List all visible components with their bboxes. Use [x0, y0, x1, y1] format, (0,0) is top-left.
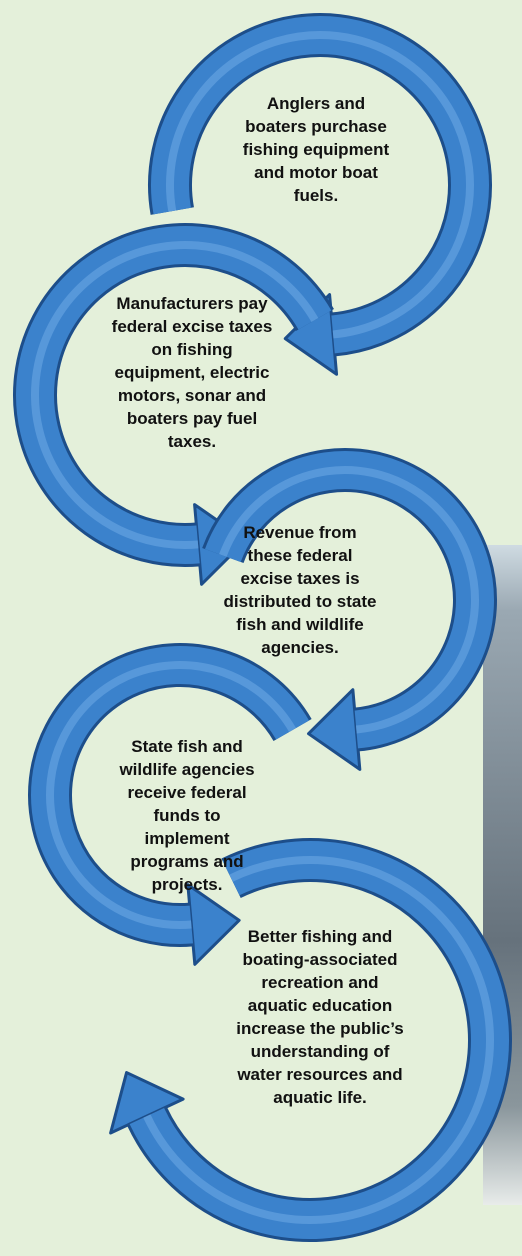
text-line: motors, sonar and [72, 384, 312, 407]
text-line: recreation and [200, 971, 440, 994]
text-line: aquatic education [200, 994, 440, 1017]
text-line: on fishing [72, 338, 312, 361]
text-line: distributed to state [180, 590, 420, 613]
text-line: programs and [67, 850, 307, 873]
text-line: receive federal [67, 781, 307, 804]
text-line: implement [67, 827, 307, 850]
text-line: Better fishing and [200, 925, 440, 948]
text-line: increase the public’s [200, 1017, 440, 1040]
diagram: Anglers andboaters purchasefishing equip… [0, 0, 522, 1256]
text-line: agencies. [180, 636, 420, 659]
text-line: fish and wildlife [180, 613, 420, 636]
text-line: fuels. [196, 184, 436, 207]
text-line: equipment, electric [72, 361, 312, 384]
text-line: boaters pay fuel [72, 407, 312, 430]
text-line: boating-associated [200, 948, 440, 971]
text-line: understanding of [200, 1040, 440, 1063]
arrow [309, 690, 360, 770]
text-line: and motor boat [196, 161, 436, 184]
text-line: excise taxes is [180, 567, 420, 590]
text-line: boaters purchase [196, 115, 436, 138]
text-line: fishing equipment [196, 138, 436, 161]
text-line: State fish and [67, 735, 307, 758]
text-line: Manufacturers pay [72, 292, 312, 315]
text-line: Anglers and [196, 92, 436, 115]
text-line: taxes. [72, 430, 312, 453]
text-line: Revenue from [180, 521, 420, 544]
text-line: funds to [67, 804, 307, 827]
text-line: federal excise taxes [72, 315, 312, 338]
text-line: these federal [180, 544, 420, 567]
text-line: water resources and [200, 1063, 440, 1086]
text-line: aquatic life. [200, 1086, 440, 1109]
text-line: projects. [67, 873, 307, 896]
text-line: wildlife agencies [67, 758, 307, 781]
